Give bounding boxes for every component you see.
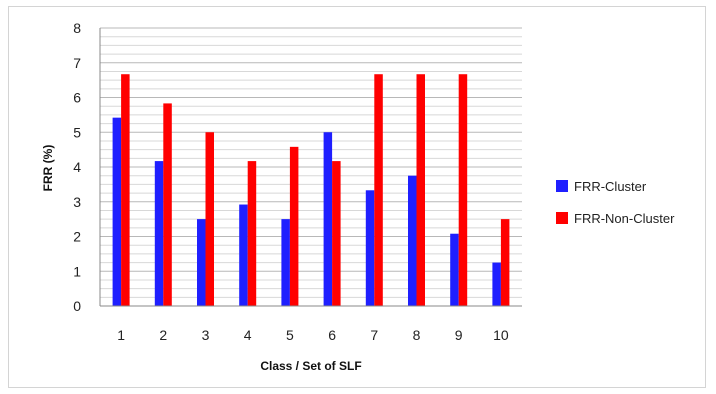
bar-frr-non-cluster — [374, 74, 383, 306]
y-tick-label: 2 — [73, 229, 81, 245]
x-tick-label: 4 — [244, 327, 252, 343]
bar-frr-non-cluster — [500, 219, 510, 306]
legend: FRR-Cluster FRR-Non-Cluster — [556, 179, 675, 226]
bar-frr-cluster — [323, 132, 333, 306]
legend-swatch — [556, 180, 568, 192]
x-tick-labels: 1 2 3 4 5 6 7 8 9 10 — [117, 327, 509, 343]
bar-frr-non-cluster — [416, 74, 425, 306]
x-axis-title: Class / Set of SLF — [260, 359, 361, 373]
x-tick-label: 10 — [493, 327, 509, 343]
x-tick-label: 7 — [370, 327, 378, 343]
y-tick-label: 1 — [73, 263, 81, 279]
x-tick-label: 5 — [286, 327, 294, 343]
y-tick-label: 6 — [73, 90, 81, 106]
y-tick-label: 8 — [73, 20, 81, 36]
x-tick-label: 8 — [413, 327, 421, 343]
bar-frr-non-cluster — [163, 103, 172, 306]
bar-frr-cluster — [281, 219, 290, 306]
x-tick-label: 1 — [117, 327, 125, 343]
y-tick-label: 0 — [73, 298, 81, 314]
legend-swatch — [556, 212, 568, 224]
x-tick-label: 2 — [159, 327, 167, 343]
y-tick-label: 5 — [73, 124, 81, 140]
bar-frr-cluster — [408, 175, 417, 306]
bar-frr-non-cluster — [332, 161, 341, 306]
y-tick-label: 4 — [73, 159, 81, 175]
bar-frr-non-cluster — [205, 132, 214, 306]
x-tick-label: 9 — [455, 327, 463, 343]
y-axis-title: FRR (%) — [41, 145, 55, 192]
bar-frr-non-cluster — [289, 146, 299, 306]
bar-frr-cluster — [365, 190, 375, 306]
x-tick-label: 3 — [202, 327, 210, 343]
x-tick-label: 6 — [328, 327, 336, 343]
bar-frr-cluster — [154, 161, 164, 306]
bar-frr-cluster — [197, 219, 206, 306]
bar-frr-non-cluster — [121, 74, 130, 306]
bar-frr-cluster — [450, 233, 459, 306]
bar-frr-non-cluster — [458, 74, 468, 306]
bars — [112, 74, 510, 306]
y-tick-label: 7 — [73, 55, 81, 71]
bar-frr-cluster — [492, 262, 501, 306]
axes — [99, 28, 522, 307]
bar-frr-cluster — [239, 204, 248, 306]
y-tick-label: 3 — [73, 194, 81, 210]
bar-frr-non-cluster — [247, 161, 257, 306]
y-tick-labels: 0 1 2 3 4 5 6 7 8 — [73, 20, 81, 314]
legend-label: FRR-Non-Cluster — [574, 211, 675, 226]
legend-label: FRR-Cluster — [574, 179, 647, 194]
bar-frr-cluster — [112, 117, 122, 306]
